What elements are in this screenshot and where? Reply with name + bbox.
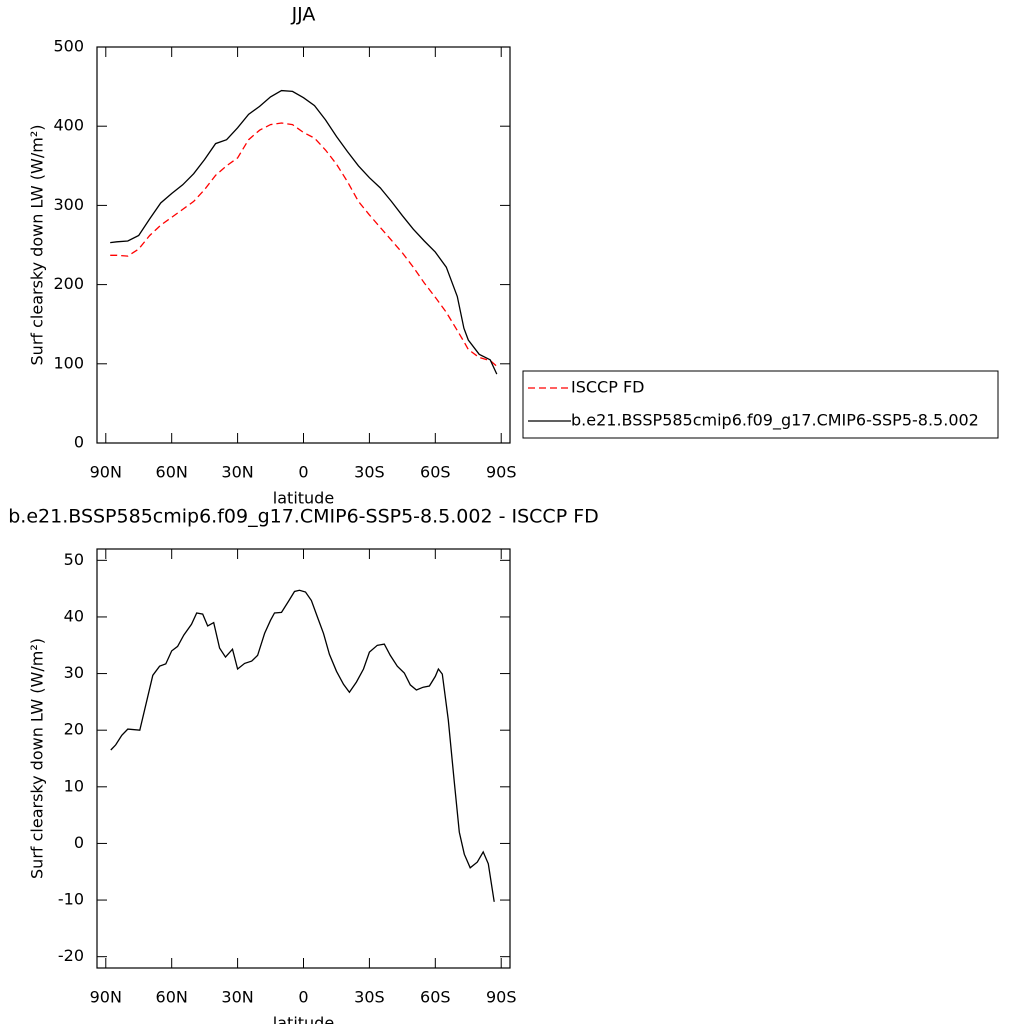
plot-frame	[96, 548, 511, 969]
y-tick-label: -10	[58, 890, 84, 909]
plot-frame	[96, 46, 511, 444]
y-tick-label: 0	[74, 833, 84, 852]
legend-box	[522, 370, 999, 439]
x-tick-label: 30S	[354, 463, 385, 482]
x-tick-label: 60S	[420, 988, 451, 1007]
x-axis-label: latitude	[273, 489, 334, 508]
y-tick-label: 0	[74, 433, 84, 452]
x-tick-label: 30S	[354, 988, 385, 1007]
x-tick-label: 30N	[221, 988, 253, 1007]
y-tick-label: 10	[64, 776, 84, 795]
data-line	[110, 89, 498, 375]
legend-label: ISCCP FD	[571, 378, 644, 397]
data-line	[110, 589, 495, 902]
y-tick-label: 200	[53, 274, 84, 293]
x-tick-label: 90S	[486, 988, 517, 1007]
y-tick-label: 400	[53, 116, 84, 135]
x-tick-label: 90N	[90, 463, 122, 482]
x-tick-label: 90S	[486, 463, 517, 482]
x-tick-label: 90N	[90, 988, 122, 1007]
legend-label: b.e21.BSSP585cmip6.f09_g17.CMIP6-SSP5-8.…	[571, 411, 979, 431]
x-tick-label: 60S	[420, 463, 451, 482]
x-tick-label: 0	[298, 463, 308, 482]
y-tick-label: 40	[64, 606, 84, 625]
x-tick-label: 60N	[156, 988, 188, 1007]
y-axis-label: Surf clearsky down LW (W/m²)	[28, 125, 47, 366]
y-tick-label: 500	[53, 37, 84, 56]
y-tick-label: 20	[64, 720, 84, 739]
x-tick-label: 60N	[156, 463, 188, 482]
x-tick-label: 30N	[221, 463, 253, 482]
y-tick-label: 30	[64, 663, 84, 682]
y-tick-label: 300	[53, 195, 84, 214]
data-line	[110, 122, 498, 367]
chart-title: JJA	[291, 4, 316, 26]
y-axis-label: Surf clearsky down LW (W/m²)	[28, 638, 47, 879]
y-tick-label: 50	[64, 550, 84, 569]
y-tick-label: 100	[53, 353, 84, 372]
x-axis-label: latitude	[273, 1014, 334, 1025]
x-tick-label: 0	[298, 988, 308, 1007]
chart-title: b.e21.BSSP585cmip6.f09_g17.CMIP6-SSP5-8.…	[8, 506, 599, 528]
y-tick-label: -20	[58, 946, 84, 965]
